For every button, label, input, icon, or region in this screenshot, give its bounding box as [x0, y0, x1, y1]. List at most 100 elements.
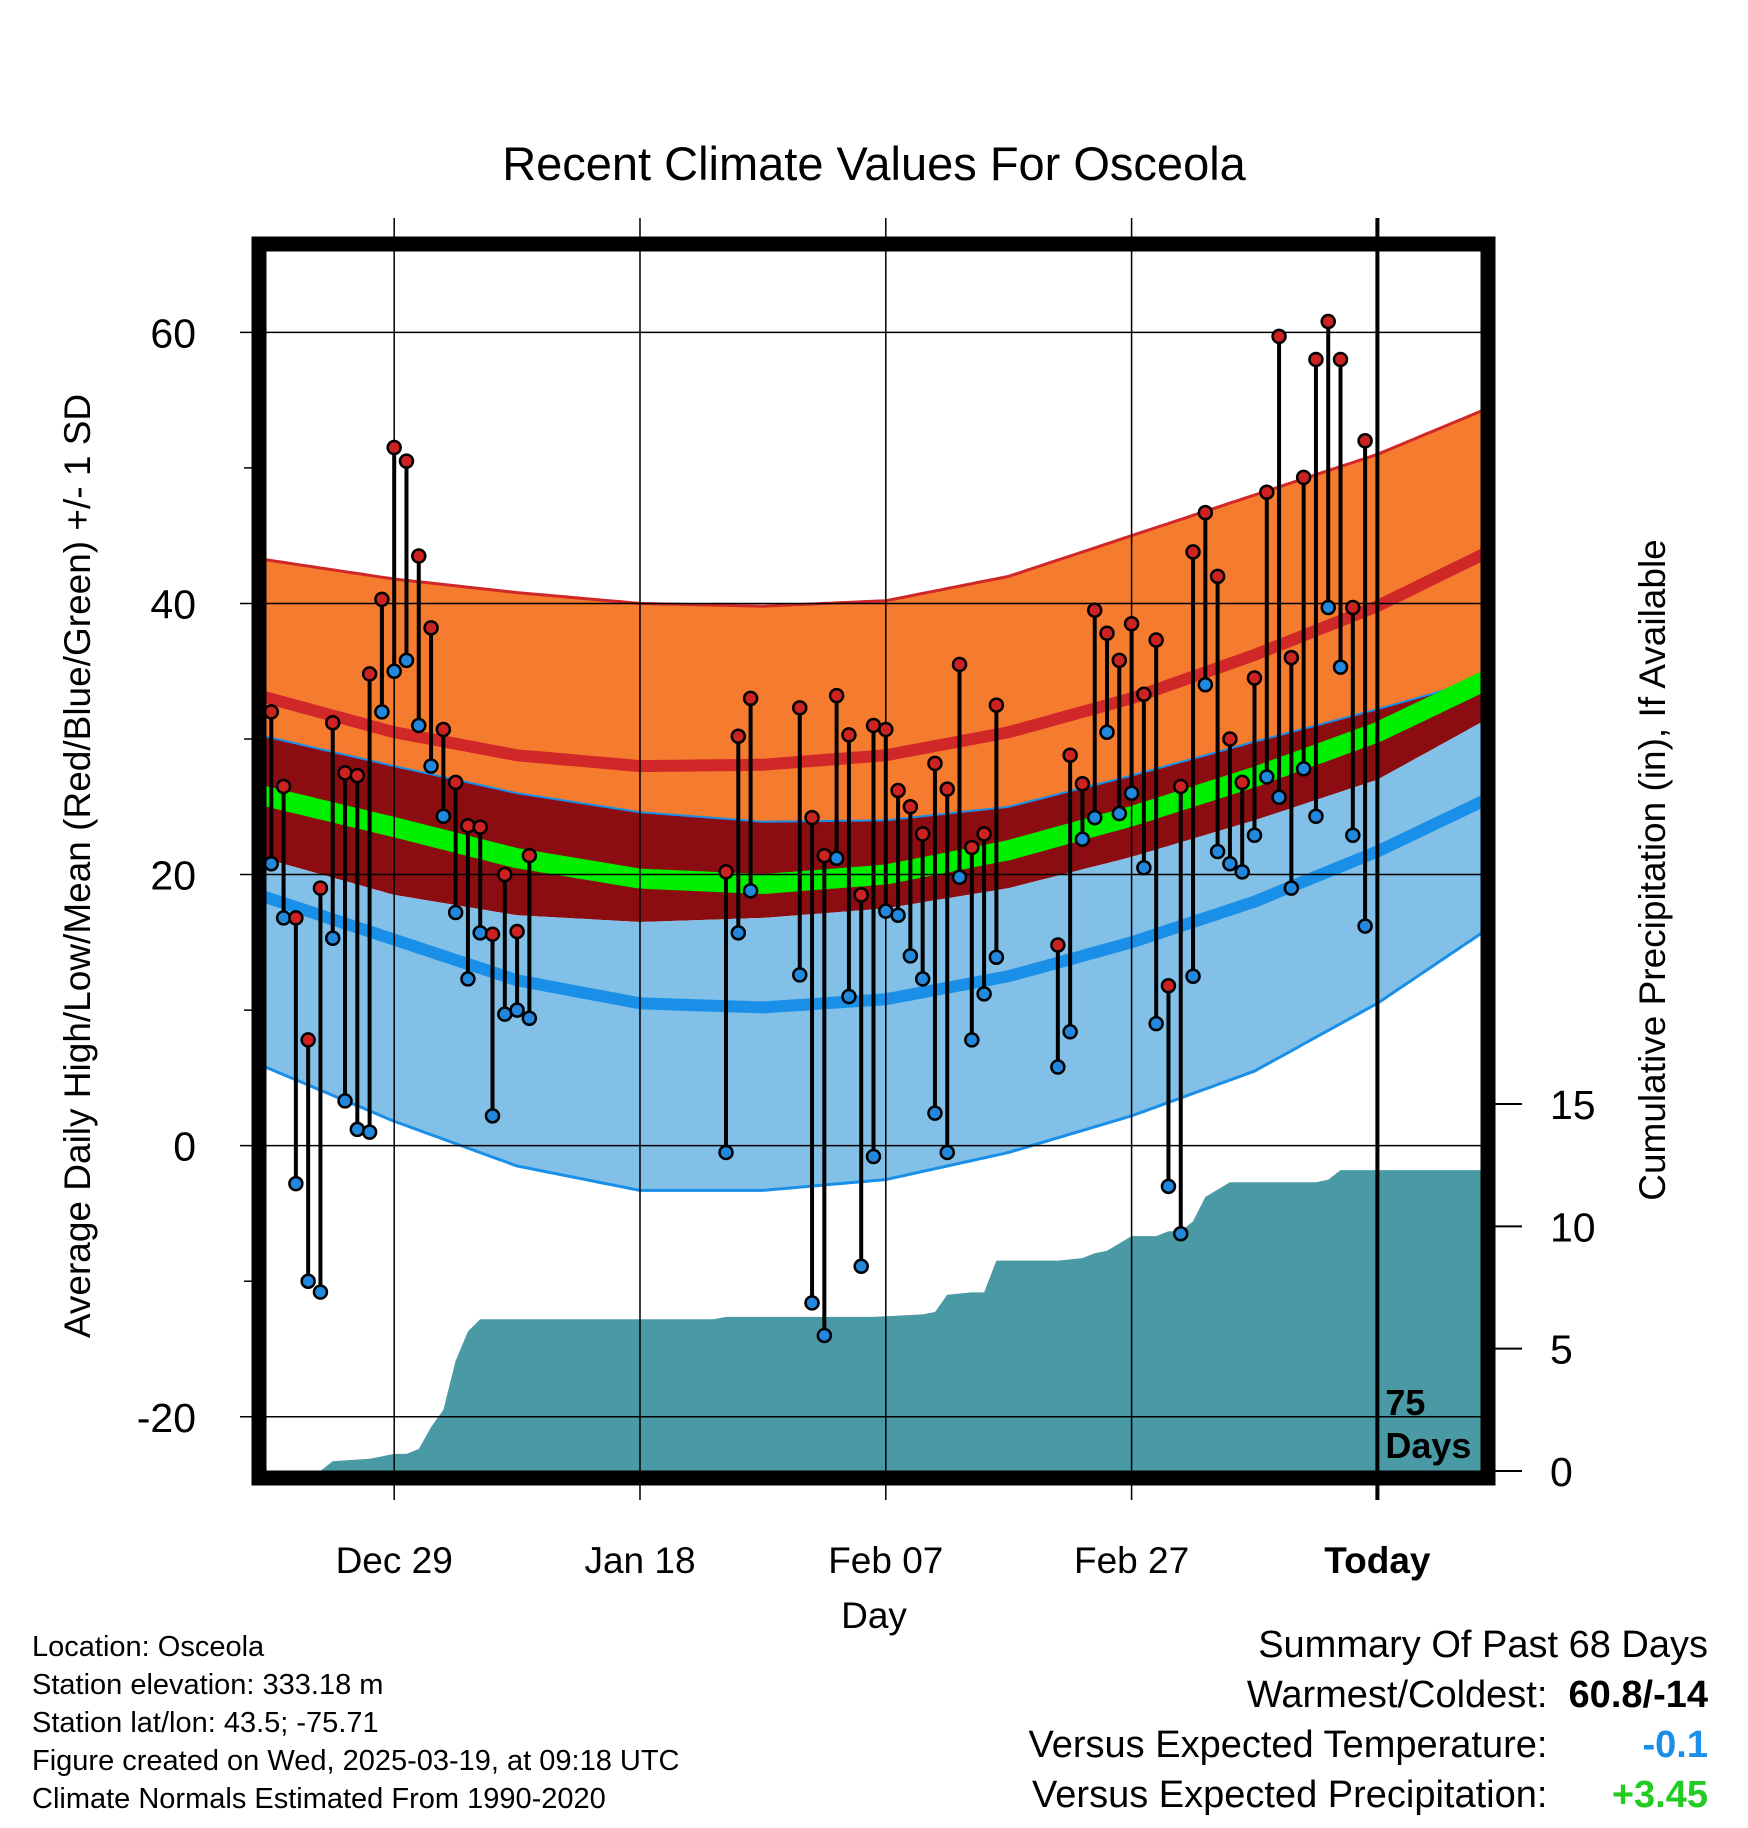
high-point: [1357, 433, 1373, 449]
low-point: [1259, 769, 1275, 785]
high-point: [976, 826, 992, 842]
low-point: [1099, 724, 1115, 740]
precip-row: Versus Expected Precipitation: +3.45: [1029, 1770, 1708, 1820]
high-point: [865, 717, 882, 734]
plot-frame: [251, 236, 1496, 1486]
precip-tick-label: 0: [1550, 1449, 1573, 1495]
x-tick-label: Today: [1324, 1540, 1431, 1581]
precip-tick-label: 15: [1550, 1082, 1596, 1128]
high-point: [374, 591, 390, 608]
low-point: [927, 1105, 943, 1121]
y-tick-label: 20: [150, 853, 196, 899]
low-point: [1173, 1226, 1189, 1242]
low-point: [300, 1273, 316, 1289]
high-point: [1111, 652, 1128, 669]
high-point: [816, 847, 833, 864]
low-point: [1320, 599, 1336, 616]
summary-panel: Summary Of Past 68 Days Warmest/Coldest:…: [1029, 1620, 1708, 1820]
low-point: [792, 967, 808, 983]
high-point: [951, 656, 968, 673]
low-point: [853, 1258, 869, 1275]
high-point: [1074, 775, 1091, 792]
high-point: [275, 778, 292, 795]
precip-fill: [259, 1170, 1488, 1473]
high-point: [349, 767, 366, 784]
low-point: [361, 1124, 378, 1140]
chart-title: Recent Climate Values For Osceola: [502, 137, 1246, 190]
high-point: [312, 880, 329, 896]
low-point: [1086, 809, 1103, 826]
high-point: [742, 690, 759, 707]
temp-label: Versus Expected Temperature:: [1028, 1724, 1548, 1766]
low-point: [951, 869, 968, 886]
low-point: [828, 850, 845, 867]
high-point: [1136, 686, 1152, 703]
high-point: [1234, 774, 1250, 791]
low-point: [435, 808, 452, 825]
low-point: [841, 988, 857, 1005]
high-point: [1173, 778, 1189, 795]
precip-value: +3.45: [1611, 1774, 1708, 1816]
high-sd-upper-edge: [258, 406, 1489, 608]
high-point: [853, 887, 869, 903]
low-point: [1308, 808, 1324, 825]
precipitation-area: [259, 1170, 1488, 1473]
axes: -20 0 20 40 60 0 5 10 15 Dec 29 Jan 18 Feb 07 Feb 27…: [137, 310, 1596, 1581]
y-tick-label: -20: [137, 1395, 196, 1441]
low-point: [263, 855, 280, 872]
low-point: [865, 1148, 882, 1165]
high-point: [890, 782, 906, 799]
y-axis-left-label: Average Daily High/Low/Mean (Red/Blue/Gr…: [57, 394, 98, 1338]
high-point: [1062, 747, 1078, 764]
high-point: [1123, 616, 1140, 632]
high-point: [509, 923, 525, 940]
low-point: [1283, 880, 1300, 896]
y-axis-right-label: Cumulative Precipitation (in), If Availa…: [1632, 539, 1673, 1201]
high-point: [361, 666, 378, 682]
x-axis-label: Day: [841, 1595, 907, 1636]
high-point: [1271, 328, 1287, 345]
low-sd-lower-edge: [258, 927, 1489, 1192]
high-point: [423, 620, 439, 636]
high-point: [1259, 484, 1275, 501]
low-point: [988, 949, 1005, 965]
high-point: [792, 700, 808, 716]
low-point: [1295, 761, 1312, 777]
high-point: [1283, 649, 1300, 666]
high-point: [1332, 351, 1349, 368]
latlon-line: Station lat/lon: 43.5; -75.71: [32, 1707, 379, 1739]
low-point: [1136, 860, 1152, 876]
low-point: [1357, 918, 1373, 934]
high-point: [1209, 568, 1226, 585]
y-tick-label: 60: [150, 310, 196, 356]
low-point: [1234, 864, 1250, 880]
days-count-label: 75: [1385, 1382, 1425, 1423]
low-point: [902, 948, 919, 964]
high-point: [939, 781, 955, 797]
low-point: [1185, 968, 1201, 984]
created-line: Figure created on Wed, 2025-03-19, at 09…: [32, 1745, 680, 1777]
low-point: [816, 1327, 833, 1344]
low-point: [1246, 827, 1263, 843]
high-point: [263, 704, 280, 720]
high-point: [337, 765, 353, 781]
high-point: [902, 799, 919, 815]
station-info: Location: Osceola Station elevation: 333…: [32, 1628, 680, 1818]
high-point: [964, 839, 980, 856]
precip-tick-label: 5: [1550, 1327, 1573, 1373]
low-point: [386, 663, 402, 679]
low-point: [1123, 785, 1140, 801]
low-point: [939, 1144, 955, 1161]
high-point: [988, 697, 1005, 713]
low-point: [964, 1032, 980, 1048]
precip-label: Versus Expected Precipitation:: [1032, 1774, 1548, 1816]
low-point: [1271, 789, 1287, 806]
high-point: [878, 721, 894, 738]
low-point: [497, 1006, 513, 1022]
high-point: [1222, 731, 1238, 747]
low-point: [1160, 1178, 1177, 1195]
high-point: [1148, 632, 1164, 648]
low-point: [742, 883, 759, 899]
high-point: [1099, 625, 1115, 642]
high-point: [730, 728, 747, 745]
